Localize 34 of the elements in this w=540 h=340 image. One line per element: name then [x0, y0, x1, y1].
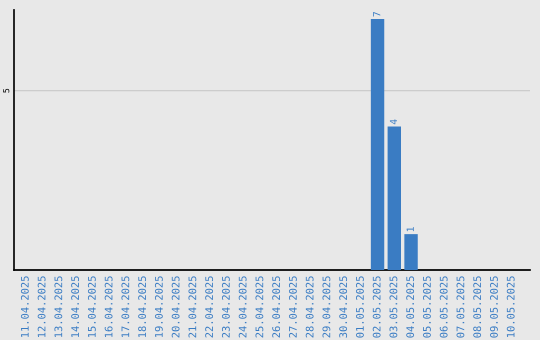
- x-tick-label: 25.04.2025: [255, 276, 264, 338]
- x-tick-label: 21.04.2025: [188, 276, 196, 338]
- x-tick-label: 05.05.2025: [422, 276, 431, 338]
- x-tick-label: 16.04.2025: [104, 276, 113, 338]
- x-tick-label: 13.04.2025: [54, 276, 62, 338]
- x-tick-label: 03.05.2025: [389, 276, 398, 338]
- x-tick-label: 26.04.2025: [272, 276, 280, 338]
- x-tick-label: 30.04.2025: [339, 276, 348, 338]
- x-tick-label: 02.05.2025: [372, 276, 381, 338]
- data-label: 1: [406, 227, 414, 232]
- x-tick-label: 15.04.2025: [88, 276, 96, 338]
- x-tick-label: 09.05.2025: [490, 276, 498, 338]
- x-tick-label: 18.04.2025: [138, 276, 146, 338]
- x-tick-label: 12.04.2025: [38, 276, 46, 338]
- x-tick-label: 20.04.2025: [172, 276, 180, 338]
- ref-line-label: 5: [3, 88, 10, 93]
- data-label: 4: [390, 119, 398, 124]
- x-tick-label: 10.05.2025: [506, 276, 515, 338]
- x-tick-label: 28.04.2025: [306, 276, 314, 338]
- x-tick-label: 19.04.2025: [154, 276, 163, 338]
- data-label: 7: [373, 12, 380, 17]
- x-tick-label: 08.05.2025: [473, 276, 482, 338]
- x-tick-label: 17.04.2025: [121, 276, 130, 338]
- x-tick-label: 14.04.2025: [71, 276, 80, 338]
- x-tick-label: 27.04.2025: [288, 276, 297, 338]
- x-tick-label: 06.05.2025: [440, 276, 448, 338]
- x-tick-label: 11.04.2025: [20, 276, 29, 338]
- x-tick-label: 07.05.2025: [456, 276, 464, 338]
- x-tick-label: 01.05.2025: [356, 276, 364, 338]
- x-tick-label: 04.05.2025: [406, 276, 414, 338]
- x-tick-label: 24.04.2025: [238, 276, 247, 338]
- x-tick-label: 22.04.2025: [205, 276, 214, 338]
- x-tick-label: 23.04.2025: [222, 276, 230, 338]
- x-tick-label: 29.04.2025: [322, 276, 330, 338]
